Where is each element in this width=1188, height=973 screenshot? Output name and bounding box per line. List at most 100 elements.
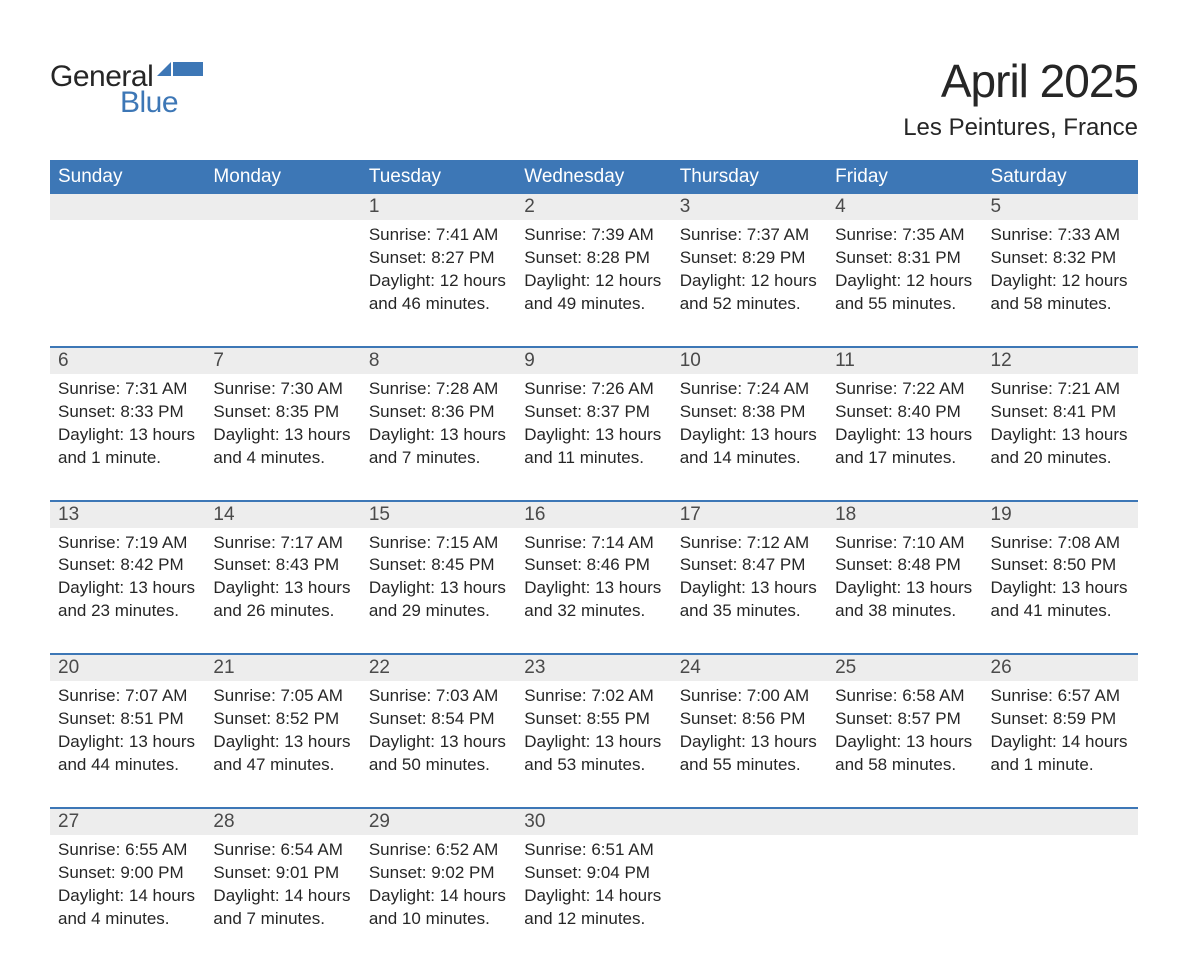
daylight-line-1: Daylight: 13 hours bbox=[369, 731, 508, 754]
daylight-line-2: and 35 minutes. bbox=[680, 600, 819, 623]
sunrise-line: Sunrise: 6:55 AM bbox=[58, 839, 197, 862]
day-body-cell: Sunrise: 7:03 AMSunset: 8:54 PMDaylight:… bbox=[361, 681, 516, 808]
sunset-line: Sunset: 8:47 PM bbox=[680, 554, 819, 577]
day-number-cell: 24 bbox=[672, 654, 827, 681]
sunset-line: Sunset: 8:56 PM bbox=[680, 708, 819, 731]
sunrise-line: Sunrise: 7:08 AM bbox=[991, 532, 1130, 555]
day-number-cell: 22 bbox=[361, 654, 516, 681]
day-number-row: 12345 bbox=[50, 194, 1138, 220]
sunset-line: Sunset: 8:45 PM bbox=[369, 554, 508, 577]
daylight-line-2: and 38 minutes. bbox=[835, 600, 974, 623]
daylight-line-2: and 47 minutes. bbox=[213, 754, 352, 777]
sunrise-line: Sunrise: 7:07 AM bbox=[58, 685, 197, 708]
day-body-cell: Sunrise: 6:51 AMSunset: 9:04 PMDaylight:… bbox=[516, 835, 671, 943]
day-body-cell: Sunrise: 7:19 AMSunset: 8:42 PMDaylight:… bbox=[50, 528, 205, 655]
sunset-line: Sunset: 9:02 PM bbox=[369, 862, 508, 885]
daylight-line-2: and 20 minutes. bbox=[991, 447, 1130, 470]
day-body-cell: Sunrise: 6:57 AMSunset: 8:59 PMDaylight:… bbox=[983, 681, 1138, 808]
day-body-row: Sunrise: 7:07 AMSunset: 8:51 PMDaylight:… bbox=[50, 681, 1138, 808]
day-number-cell: 27 bbox=[50, 808, 205, 835]
daylight-line-2: and 52 minutes. bbox=[680, 293, 819, 316]
daylight-line-2: and 32 minutes. bbox=[524, 600, 663, 623]
daylight-line-2: and 7 minutes. bbox=[369, 447, 508, 470]
day-body-cell bbox=[50, 220, 205, 347]
daylight-line-1: Daylight: 13 hours bbox=[991, 577, 1130, 600]
daylight-line-2: and 14 minutes. bbox=[680, 447, 819, 470]
page-header: General Blue April 2025 Les Peintures, F… bbox=[50, 54, 1138, 142]
weekday-header: Saturday bbox=[983, 160, 1138, 194]
day-number-cell bbox=[827, 808, 982, 835]
day-number-cell: 11 bbox=[827, 347, 982, 374]
day-body-cell: Sunrise: 7:12 AMSunset: 8:47 PMDaylight:… bbox=[672, 528, 827, 655]
day-number-cell: 20 bbox=[50, 654, 205, 681]
daylight-line-1: Daylight: 12 hours bbox=[369, 270, 508, 293]
sunset-line: Sunset: 8:43 PM bbox=[213, 554, 352, 577]
day-number-row: 6789101112 bbox=[50, 347, 1138, 374]
day-number-cell: 29 bbox=[361, 808, 516, 835]
day-number-row: 20212223242526 bbox=[50, 654, 1138, 681]
daylight-line-1: Daylight: 13 hours bbox=[524, 424, 663, 447]
day-number-cell: 14 bbox=[205, 501, 360, 528]
weekday-header-row: Sunday Monday Tuesday Wednesday Thursday… bbox=[50, 160, 1138, 194]
sunrise-line: Sunrise: 7:17 AM bbox=[213, 532, 352, 555]
daylight-line-2: and 55 minutes. bbox=[835, 293, 974, 316]
sunrise-line: Sunrise: 6:58 AM bbox=[835, 685, 974, 708]
daylight-line-2: and 23 minutes. bbox=[58, 600, 197, 623]
day-body-cell: Sunrise: 7:21 AMSunset: 8:41 PMDaylight:… bbox=[983, 374, 1138, 501]
calendar-table: Sunday Monday Tuesday Wednesday Thursday… bbox=[50, 160, 1138, 943]
day-number-cell: 5 bbox=[983, 194, 1138, 220]
daylight-line-1: Daylight: 13 hours bbox=[213, 424, 352, 447]
daylight-line-2: and 17 minutes. bbox=[835, 447, 974, 470]
day-body-cell: Sunrise: 7:37 AMSunset: 8:29 PMDaylight:… bbox=[672, 220, 827, 347]
sunset-line: Sunset: 8:51 PM bbox=[58, 708, 197, 731]
brand-part2: Blue bbox=[120, 86, 178, 120]
weekday-header: Sunday bbox=[50, 160, 205, 194]
sunrise-line: Sunrise: 7:12 AM bbox=[680, 532, 819, 555]
day-number-cell: 19 bbox=[983, 501, 1138, 528]
day-number-cell: 12 bbox=[983, 347, 1138, 374]
day-body-cell: Sunrise: 7:02 AMSunset: 8:55 PMDaylight:… bbox=[516, 681, 671, 808]
day-body-cell bbox=[983, 835, 1138, 943]
daylight-line-1: Daylight: 14 hours bbox=[991, 731, 1130, 754]
sunrise-line: Sunrise: 7:21 AM bbox=[991, 378, 1130, 401]
daylight-line-1: Daylight: 14 hours bbox=[213, 885, 352, 908]
day-number-cell: 16 bbox=[516, 501, 671, 528]
sunset-line: Sunset: 8:31 PM bbox=[835, 247, 974, 270]
daylight-line-1: Daylight: 13 hours bbox=[58, 731, 197, 754]
sunset-line: Sunset: 8:54 PM bbox=[369, 708, 508, 731]
calendar-body: 12345Sunrise: 7:41 AMSunset: 8:27 PMDayl… bbox=[50, 194, 1138, 943]
daylight-line-1: Daylight: 14 hours bbox=[58, 885, 197, 908]
sunset-line: Sunset: 9:04 PM bbox=[524, 862, 663, 885]
sunrise-line: Sunrise: 7:05 AM bbox=[213, 685, 352, 708]
daylight-line-2: and 58 minutes. bbox=[991, 293, 1130, 316]
day-body-row: Sunrise: 7:19 AMSunset: 8:42 PMDaylight:… bbox=[50, 528, 1138, 655]
sunset-line: Sunset: 8:46 PM bbox=[524, 554, 663, 577]
day-body-cell: Sunrise: 7:41 AMSunset: 8:27 PMDaylight:… bbox=[361, 220, 516, 347]
sunset-line: Sunset: 8:28 PM bbox=[524, 247, 663, 270]
daylight-line-1: Daylight: 13 hours bbox=[58, 424, 197, 447]
day-body-cell: Sunrise: 7:31 AMSunset: 8:33 PMDaylight:… bbox=[50, 374, 205, 501]
day-body-cell: Sunrise: 7:15 AMSunset: 8:45 PMDaylight:… bbox=[361, 528, 516, 655]
sunset-line: Sunset: 8:57 PM bbox=[835, 708, 974, 731]
sunrise-line: Sunrise: 7:33 AM bbox=[991, 224, 1130, 247]
day-body-cell: Sunrise: 7:22 AMSunset: 8:40 PMDaylight:… bbox=[827, 374, 982, 501]
daylight-line-1: Daylight: 14 hours bbox=[524, 885, 663, 908]
day-body-cell: Sunrise: 7:10 AMSunset: 8:48 PMDaylight:… bbox=[827, 528, 982, 655]
day-body-cell bbox=[205, 220, 360, 347]
daylight-line-2: and 12 minutes. bbox=[524, 908, 663, 931]
day-body-cell bbox=[827, 835, 982, 943]
sunset-line: Sunset: 8:52 PM bbox=[213, 708, 352, 731]
sunset-line: Sunset: 8:37 PM bbox=[524, 401, 663, 424]
sunrise-line: Sunrise: 6:54 AM bbox=[213, 839, 352, 862]
daylight-line-1: Daylight: 14 hours bbox=[369, 885, 508, 908]
daylight-line-2: and 1 minute. bbox=[991, 754, 1130, 777]
brand-logo: General Blue bbox=[50, 54, 205, 120]
daylight-line-1: Daylight: 13 hours bbox=[213, 577, 352, 600]
daylight-line-1: Daylight: 13 hours bbox=[369, 577, 508, 600]
daylight-line-2: and 58 minutes. bbox=[835, 754, 974, 777]
day-number-cell: 28 bbox=[205, 808, 360, 835]
daylight-line-2: and 4 minutes. bbox=[213, 447, 352, 470]
daylight-line-1: Daylight: 13 hours bbox=[58, 577, 197, 600]
day-body-cell: Sunrise: 6:54 AMSunset: 9:01 PMDaylight:… bbox=[205, 835, 360, 943]
sunrise-line: Sunrise: 7:24 AM bbox=[680, 378, 819, 401]
